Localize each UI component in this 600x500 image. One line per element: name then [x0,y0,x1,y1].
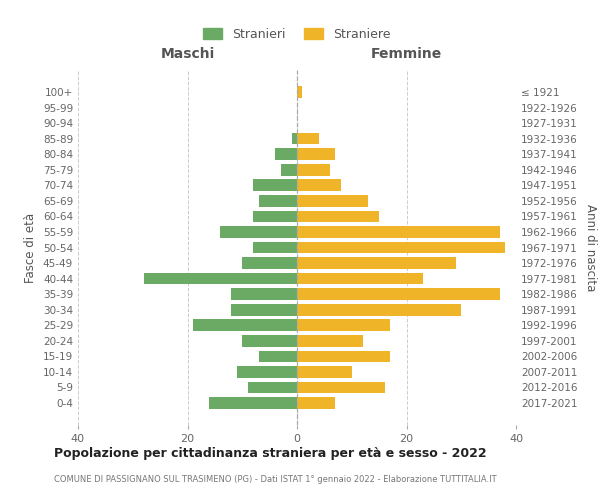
Bar [297,397,335,409]
Bar [237,366,297,378]
Bar [297,164,330,175]
Text: COMUNE DI PASSIGNANO SUL TRASIMENO (PG) - Dati ISTAT 1° gennaio 2022 - Elaborazi: COMUNE DI PASSIGNANO SUL TRASIMENO (PG) … [54,476,497,484]
Bar [144,273,297,284]
Bar [297,148,335,160]
Bar [297,226,500,238]
Bar [297,288,500,300]
Bar [297,180,341,191]
Bar [193,320,297,331]
Bar [297,133,319,144]
Legend: Stranieri, Straniere: Stranieri, Straniere [199,23,395,46]
Bar [209,397,297,409]
Text: Popolazione per cittadinanza straniera per età e sesso - 2022: Popolazione per cittadinanza straniera p… [54,448,487,460]
Bar [232,288,297,300]
Bar [253,242,297,254]
Bar [259,195,297,206]
Bar [220,226,297,238]
Bar [253,210,297,222]
Bar [275,148,297,160]
Bar [297,195,368,206]
Bar [297,86,302,98]
Bar [297,320,390,331]
Y-axis label: Fasce di età: Fasce di età [25,212,37,282]
Text: Maschi: Maschi [160,47,215,61]
Bar [297,210,379,222]
Bar [297,304,461,316]
Bar [297,335,362,346]
Bar [297,366,352,378]
Bar [242,257,297,269]
Bar [297,382,385,394]
Bar [242,335,297,346]
Bar [281,164,297,175]
Bar [259,350,297,362]
Bar [297,257,456,269]
Bar [292,133,297,144]
Bar [297,242,505,254]
Bar [297,273,423,284]
Text: Femmine: Femmine [371,47,442,61]
Bar [253,180,297,191]
Y-axis label: Anni di nascita: Anni di nascita [584,204,597,291]
Bar [232,304,297,316]
Bar [248,382,297,394]
Bar [297,350,390,362]
